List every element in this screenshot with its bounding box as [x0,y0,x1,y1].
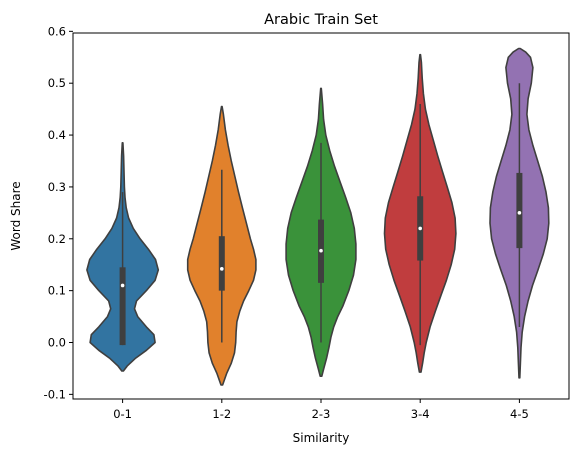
violin-0-1 [86,142,160,372]
median-dot [517,211,522,215]
y-axis-label: Word Share [9,181,23,250]
violin-3-4 [383,53,457,373]
x-axis-label: Similarity [293,431,350,445]
x-tick-label: 4-5 [510,407,529,421]
x-tick-label: 1-2 [212,407,231,421]
y-tick-label: 0.1 [48,284,66,298]
iqr-box [119,267,126,346]
violin-2-3 [285,87,357,377]
x-tick-label: 0-1 [113,407,132,421]
y-tick-label: 0.2 [48,232,66,246]
violin-1-2 [186,105,257,386]
median-dot [220,267,224,271]
y-tick-label: 0.6 [48,24,66,38]
x-tick-label: 2-3 [312,407,331,421]
y-tick-label: 0.5 [48,76,66,90]
iqr-box [516,172,523,249]
x-tick-label: 3-4 [411,407,430,421]
violin-4-5 [489,47,550,379]
iqr-box [218,236,225,291]
chart-title: Arabic Train Set [264,12,378,28]
median-dot [120,283,125,288]
y-tick-label: 0.3 [48,180,66,194]
x-axis: 0-1 1-2 2-3 3-4 4-5 [113,399,529,421]
y-tick-label: -0.1 [44,387,66,401]
y-axis: -0.1 0.0 0.1 0.2 0.3 0.4 0.5 0.6 [44,24,73,401]
violin-layer [86,47,550,386]
y-tick-label: 0.4 [48,128,66,142]
median-dot [418,226,423,231]
plot-frame [72,32,570,400]
median-dot [319,248,323,253]
y-tick-label: 0.0 [48,336,66,350]
